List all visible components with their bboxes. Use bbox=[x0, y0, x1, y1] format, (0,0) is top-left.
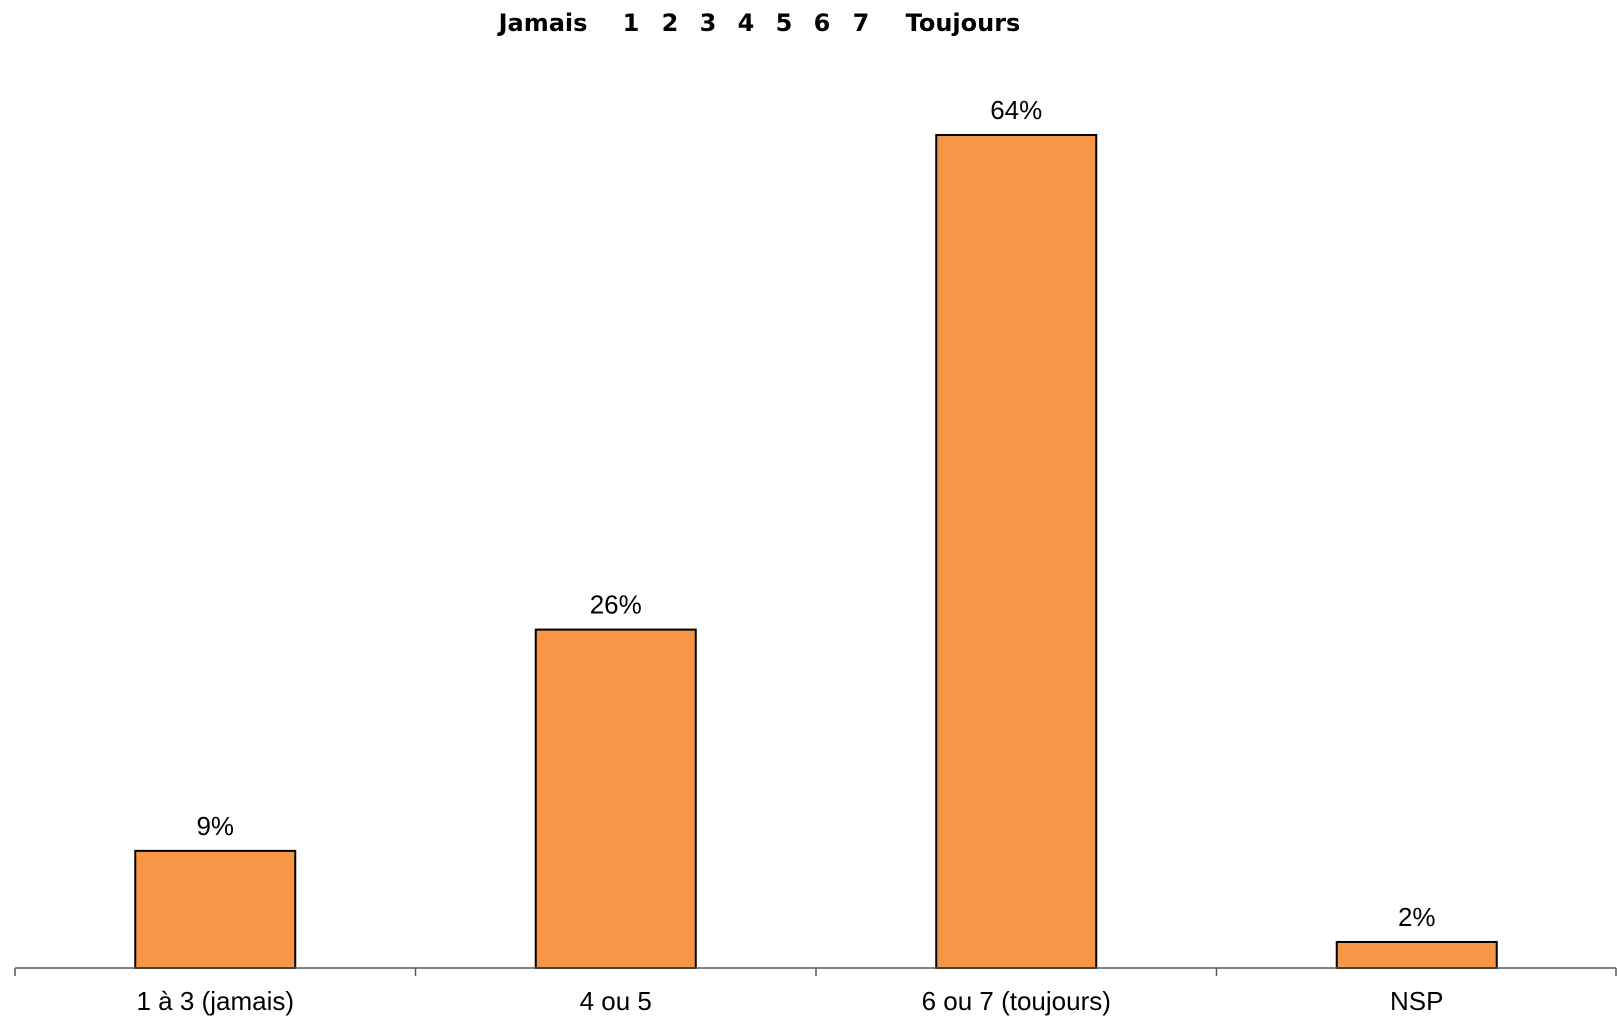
category-label-3: NSP bbox=[1390, 986, 1443, 1016]
category-label-0: 1 à 3 (jamais) bbox=[137, 986, 295, 1016]
scale-point-1: 1 bbox=[623, 9, 640, 37]
scale-point-5: 5 bbox=[776, 9, 793, 37]
plot-area: 9% 1 à 3 (jamais) 26% 4 ou 5 64% 6 ou 7 (touj… bbox=[14, 95, 1617, 1016]
bar-2 bbox=[935, 134, 1098, 969]
scale-point-4: 4 bbox=[738, 9, 755, 37]
scale-point-7: 7 bbox=[853, 9, 870, 37]
bar-0 bbox=[134, 849, 297, 969]
scale-point-3: 3 bbox=[700, 9, 717, 37]
data-label-2: 64% bbox=[990, 95, 1042, 125]
scale-legend: Jamais 1 2 3 4 5 6 7 Toujours bbox=[497, 9, 1021, 37]
scale-low-label: Jamais bbox=[497, 9, 588, 37]
data-label-3: 2% bbox=[1398, 902, 1436, 932]
scale-point-6: 6 bbox=[814, 9, 831, 37]
scale-high-label: Toujours bbox=[906, 9, 1021, 37]
data-label-1: 26% bbox=[590, 590, 642, 620]
scale-point-2: 2 bbox=[662, 9, 679, 37]
category-label-1: 4 ou 5 bbox=[580, 986, 652, 1016]
category-label-2: 6 ou 7 (toujours) bbox=[922, 986, 1111, 1016]
bar-3 bbox=[1335, 940, 1498, 969]
data-label-0: 9% bbox=[196, 811, 234, 841]
bar-1 bbox=[534, 628, 697, 969]
